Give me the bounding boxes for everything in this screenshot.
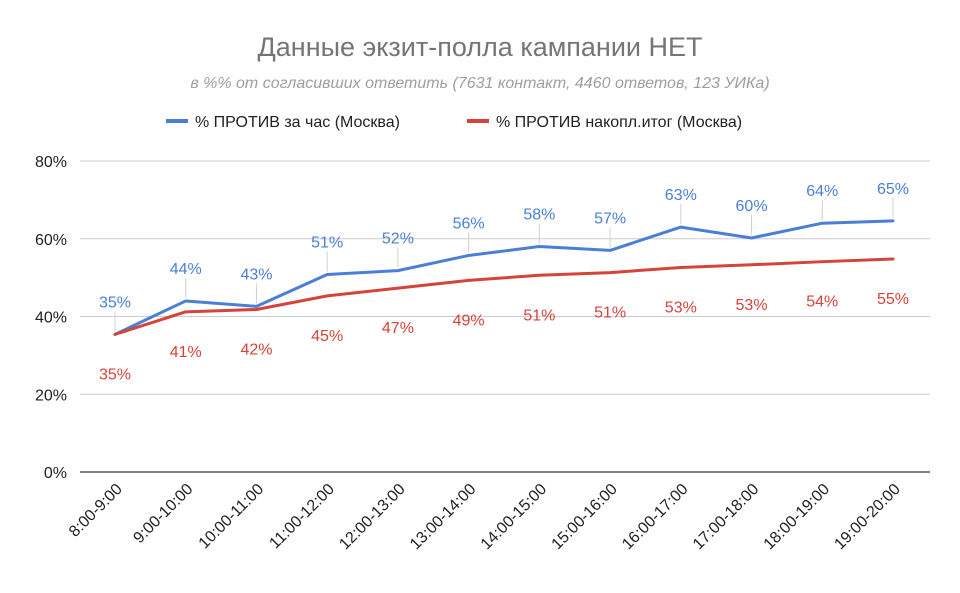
- legend-item-hourly[interactable]: % ПРОТИВ за час (Москва): [166, 114, 400, 131]
- series-line-cumulative: [113, 257, 895, 336]
- legend-item-cumulative[interactable]: % ПРОТИВ накопл.итог (Москва): [467, 114, 742, 131]
- data-label-cumulative: 53%: [736, 297, 768, 314]
- x-tick-label: 14:00-15:00: [478, 481, 550, 553]
- x-tick-label: 9:00-10:00: [130, 481, 196, 547]
- x-tick-label: 15:00-16:00: [549, 481, 621, 553]
- data-label-cumulative: 51%: [523, 307, 555, 324]
- data-label-hourly: 44%: [170, 261, 202, 278]
- data-label-cumulative: 54%: [806, 294, 838, 311]
- data-label-cumulative: 35%: [99, 366, 131, 383]
- data-label-cumulative: 41%: [170, 344, 202, 361]
- data-label-hourly: 43%: [240, 266, 272, 283]
- data-label-cumulative: 55%: [877, 291, 909, 308]
- data-label-cumulative: 45%: [311, 328, 343, 345]
- gridlines: [80, 160, 930, 473]
- x-axis-ticks: 8:00-9:00 9:00-10:00 10:00-11:00 11:00-12:0…: [66, 481, 904, 553]
- x-tick-label: 8:00-9:00: [66, 481, 126, 541]
- x-tick-label: 11:00-12:00: [266, 481, 338, 553]
- data-label-hourly: 60%: [736, 198, 768, 215]
- data-label-hourly: 63%: [665, 187, 697, 204]
- y-tick-label: 60%: [35, 232, 67, 249]
- data-label-cumulative: 49%: [453, 312, 485, 329]
- chart-title: Данные экзит-полла кампании НЕТ: [257, 32, 702, 62]
- data-label-cumulative: 53%: [665, 300, 697, 317]
- x-tick-label: 10:00-11:00: [196, 481, 268, 553]
- legend-label-cumulative: % ПРОТИВ накопл.итог (Москва): [496, 114, 742, 131]
- data-label-hourly: 57%: [594, 210, 626, 227]
- data-label-cumulative: 42%: [240, 342, 272, 359]
- x-tick-label: 12:00-13:00: [336, 481, 408, 553]
- x-tick-label: 16:00-17:00: [619, 481, 691, 553]
- chart-subtitle: в %% от согласивших ответить (7631 конта…: [190, 75, 769, 92]
- legend: % ПРОТИВ за час (Москва) % ПРОТИВ накопл…: [166, 114, 742, 131]
- y-tick-label: 80%: [35, 154, 67, 171]
- legend-label-hourly: % ПРОТИВ за час (Москва): [195, 114, 400, 131]
- data-labels: 35% 44% 43% 51% 52% 56% 58% 57% 63% 60% 64% 65% 35% 4…: [99, 181, 909, 384]
- data-label-hourly: 56%: [453, 215, 485, 232]
- data-label-cumulative: 47%: [382, 320, 414, 337]
- data-label-hourly: 51%: [311, 235, 343, 252]
- data-label-hourly: 35%: [99, 294, 131, 311]
- data-label-hourly: 52%: [382, 231, 414, 248]
- x-tick-label: 13:00-14:00: [407, 481, 479, 553]
- y-tick-label: 0%: [44, 465, 67, 482]
- data-label-hourly: 64%: [806, 183, 838, 200]
- x-tick-label: 18:00-19:00: [761, 481, 833, 553]
- series-line-hourly: [113, 219, 895, 336]
- x-tick-label: 17:00-18:00: [690, 481, 762, 553]
- data-label-hourly: 65%: [877, 181, 909, 198]
- y-tick-label: 20%: [35, 387, 67, 404]
- series-lines: [113, 219, 895, 336]
- x-tick-label: 19:00-20:00: [831, 481, 903, 553]
- data-label-hourly: 58%: [523, 207, 555, 224]
- y-tick-label: 40%: [35, 310, 67, 327]
- data-label-cumulative: 51%: [594, 305, 626, 322]
- y-axis-ticks: 0% 20% 40% 60% 80%: [35, 154, 67, 482]
